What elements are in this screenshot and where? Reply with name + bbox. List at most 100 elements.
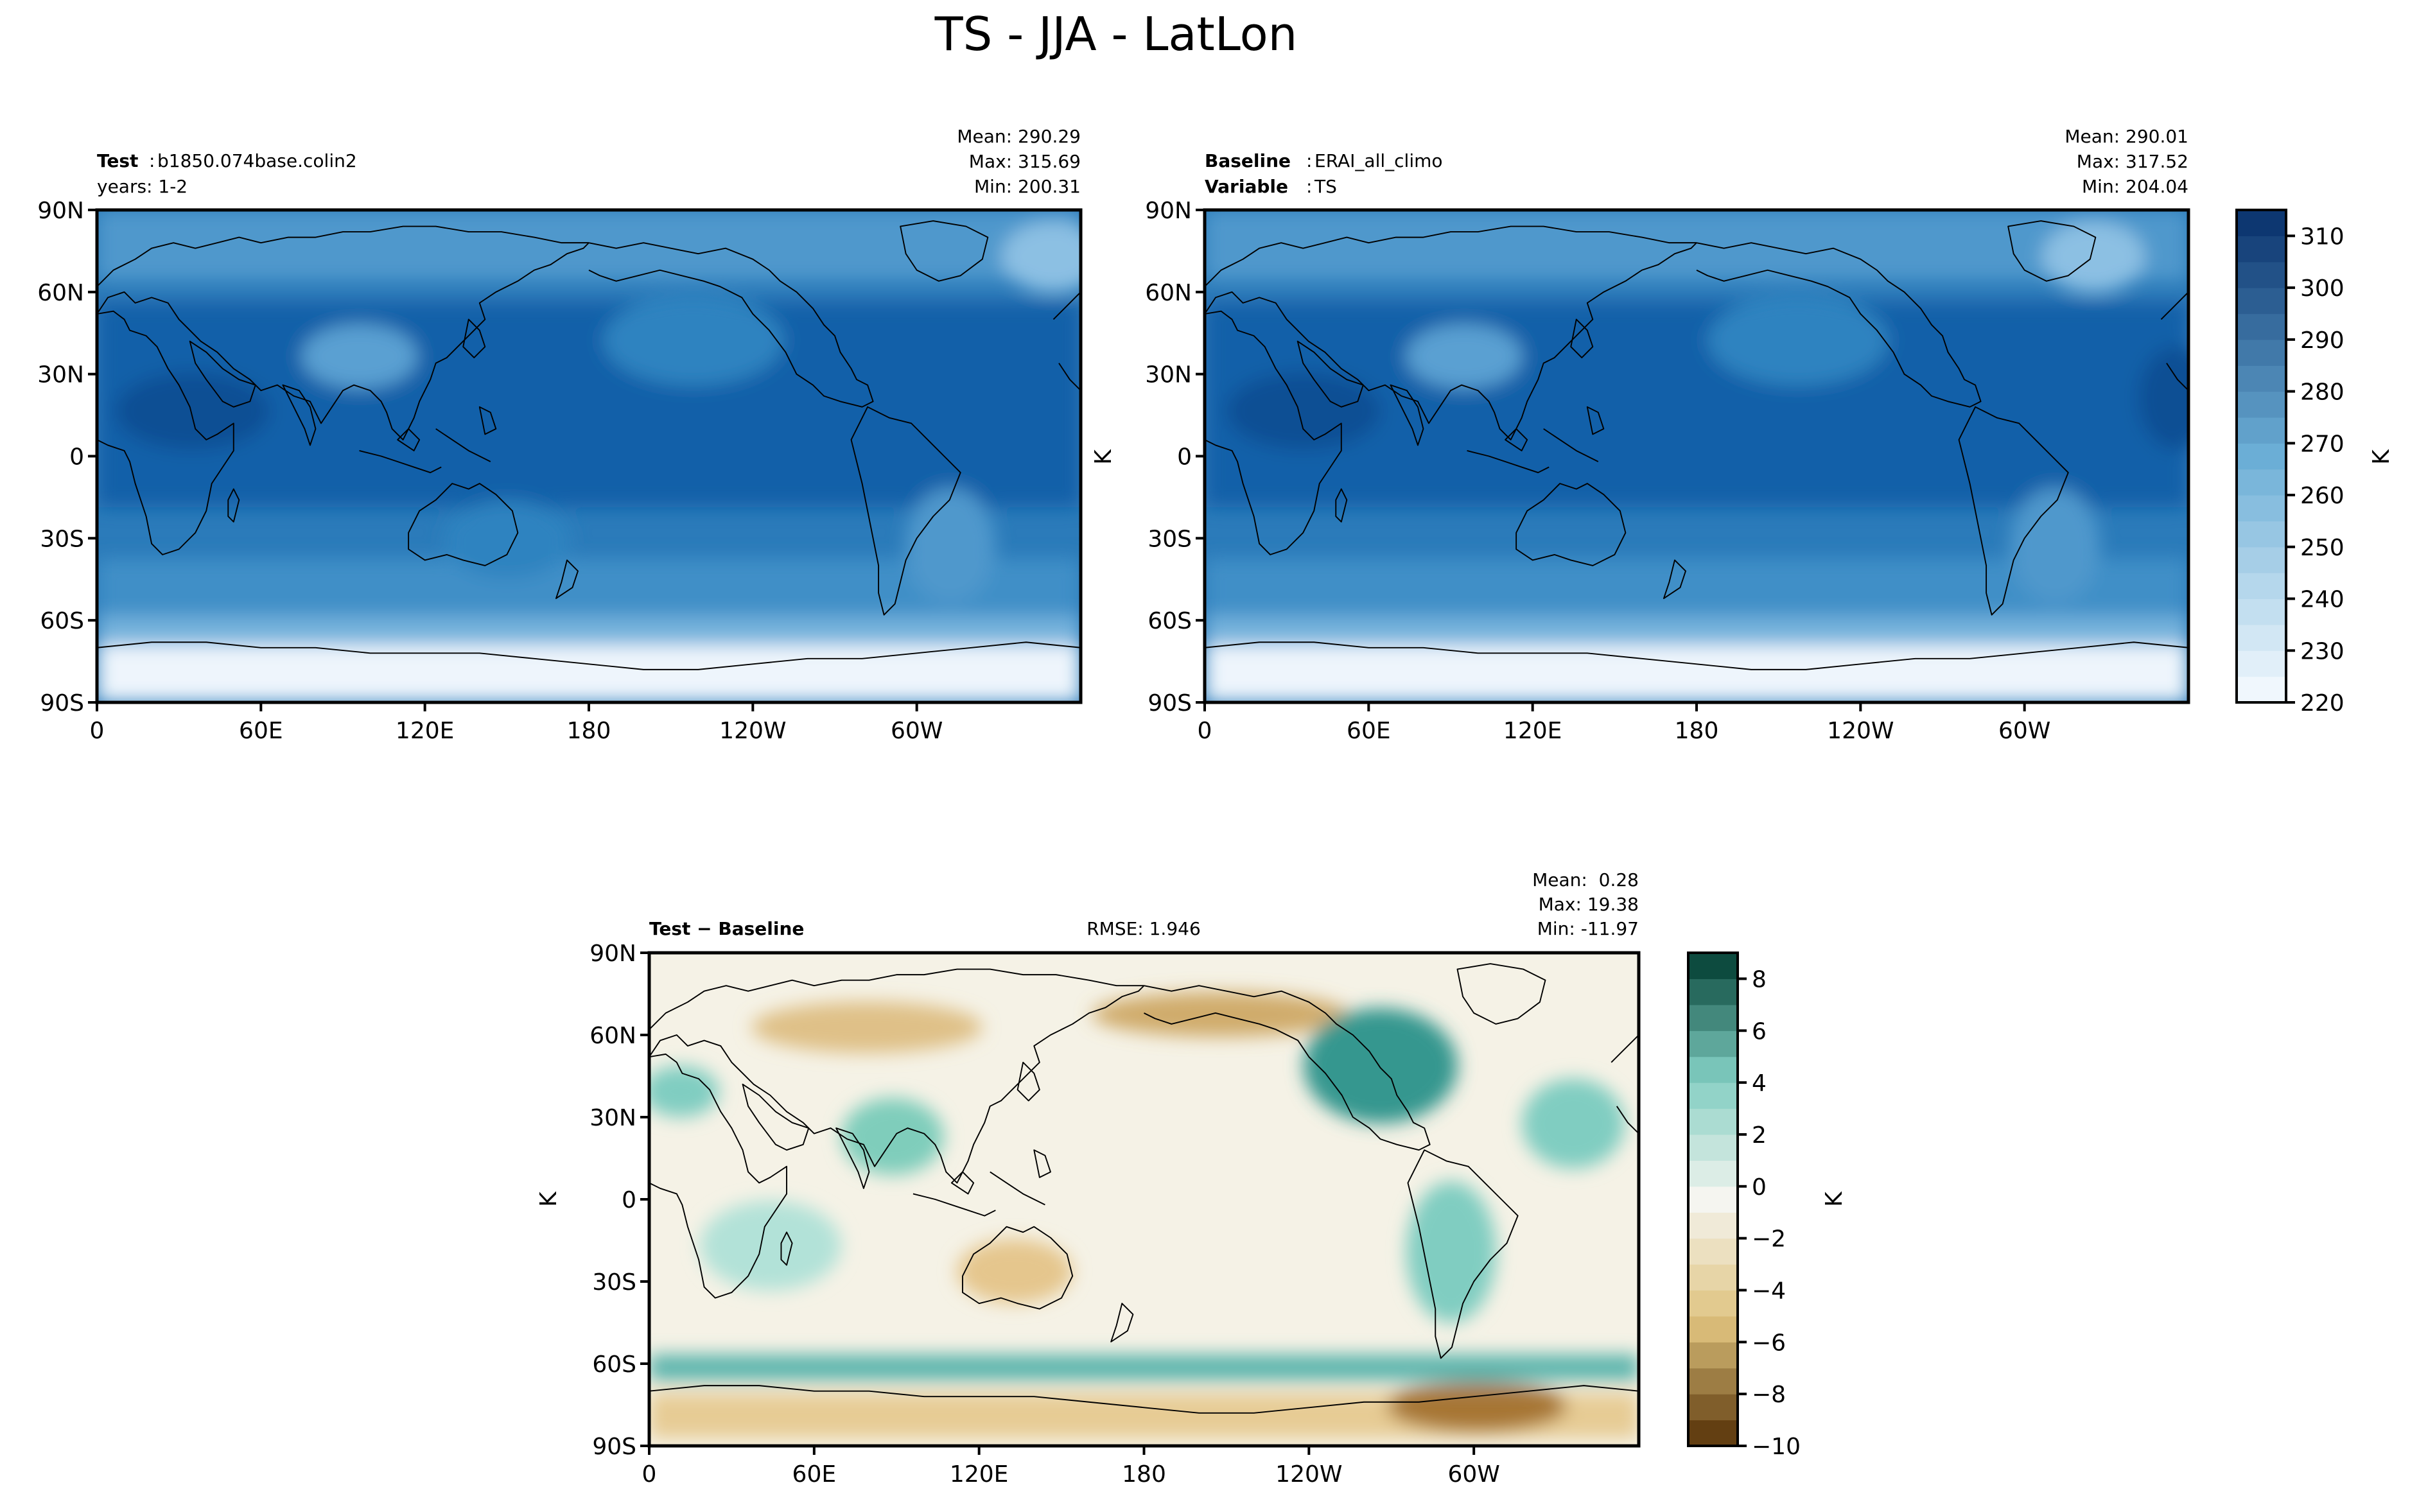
colorbar-swatch	[2237, 443, 2286, 470]
x-tick-label: 60W	[1998, 718, 2050, 744]
panel-baseline-key1: Baseline	[1205, 150, 1291, 171]
x-tick-label: 120E	[396, 718, 454, 744]
figure-title: TS - JJA - LatLon	[934, 7, 1298, 61]
colorbar-swatch	[2237, 261, 2286, 288]
panel-diff-title: Test − Baseline	[649, 918, 804, 939]
panel-baseline-sep1: :	[1306, 150, 1312, 171]
panel-test-yticks: 90N 60N 30N 0 30S 60S 90S	[37, 198, 97, 717]
colorbar-diff-label: K	[1821, 1191, 1847, 1207]
x-tick-label: 120W	[1827, 718, 1894, 744]
colorbar-ts-ticks: 310 300 290 280 270 260 250 240 230 220	[2286, 223, 2345, 717]
colorbar-swatch	[1688, 1186, 1738, 1213]
panel-diff-yticks: 90N 60N 30N 0 30S 60S 90S	[589, 941, 649, 1460]
x-tick-label: 120W	[1275, 1461, 1342, 1488]
x-tick-label: 120E	[950, 1461, 1008, 1488]
panel-baseline: Baseline : ERAI_all_climo Variable : TS …	[1090, 126, 2395, 744]
x-tick-label: 60E	[1347, 718, 1391, 744]
colorbar-swatch	[2237, 417, 2286, 444]
y-tick-label: 60N	[37, 280, 84, 306]
y-tick-label: 0	[622, 1187, 636, 1213]
colorbar-swatch	[2237, 210, 2286, 236]
panel-baseline-ylabel: K	[1090, 449, 1117, 465]
colorbar-diff-frame	[1687, 952, 1739, 1447]
panel-baseline-sep2: :	[1306, 176, 1312, 197]
panel-baseline-xticks: 0 60E 120E 180 120W 60W	[1198, 702, 2050, 744]
colorbar-ts-label: K	[2368, 449, 2395, 465]
panel-test-xticks: 0 60E 120E 180 120W 60W	[90, 702, 943, 744]
colorbar-swatch	[1688, 1134, 1738, 1161]
panel-diff-map	[649, 953, 1639, 1446]
colorbar-tick-label: −8	[1752, 1382, 1786, 1408]
colorbar-swatch	[2237, 676, 2286, 703]
colorbar-ts: 310 300 290 280 270 260 250 240 230 220 K	[2235, 209, 2395, 717]
colorbar-tick-label: 290	[2300, 327, 2345, 354]
panel-diff-min: Min: -11.97	[1537, 918, 1639, 939]
colorbar-tick-label: 6	[1752, 1018, 1767, 1045]
colorbar-swatch	[1688, 953, 1738, 980]
y-tick-label: 30S	[592, 1269, 636, 1296]
y-tick-label: 60N	[589, 1023, 636, 1049]
panel-baseline-yticks: 90N 60N 30N 0 30S 60S 90S	[1145, 198, 1205, 717]
x-tick-label: 180	[1122, 1461, 1166, 1488]
colorbar-tick-label: 0	[1752, 1174, 1767, 1201]
y-tick-label: 60S	[1148, 608, 1192, 634]
x-tick-label: 60E	[239, 718, 283, 744]
colorbar-swatch	[2237, 236, 2286, 263]
colorbar-swatch	[2237, 573, 2286, 600]
colorbar-tick-label: 280	[2300, 379, 2345, 406]
panel-test-sep: :	[149, 150, 155, 171]
y-tick-label: 30N	[589, 1105, 636, 1131]
colorbar-diff-swatches	[1688, 953, 1738, 1447]
panel-baseline-min: Min: 204.04	[2082, 176, 2188, 197]
colorbar-swatch	[2237, 598, 2286, 625]
x-tick-label: 60E	[792, 1461, 837, 1488]
y-tick-label: 30S	[40, 526, 84, 552]
panel-baseline-key2: Variable	[1205, 176, 1288, 197]
colorbar-swatch	[1688, 1082, 1738, 1109]
colorbar-swatch	[1688, 1238, 1738, 1265]
colorbar-swatch	[2237, 650, 2286, 677]
colorbar-tick-label: −4	[1752, 1278, 1786, 1304]
panel-baseline-val2: TS	[1314, 176, 1337, 197]
colorbar-tick-label: 250	[2300, 535, 2345, 561]
colorbar-swatch	[1688, 1212, 1738, 1239]
colorbar-tick-label: −6	[1752, 1330, 1786, 1356]
colorbar-swatch	[1688, 1342, 1738, 1369]
x-tick-label: 60W	[891, 718, 943, 744]
x-tick-label: 0	[90, 718, 105, 744]
colorbar-diff-ticks: 8 6 4 2 0 −2 −4 −6 −8 −10	[1738, 966, 1801, 1460]
colorbar-swatch	[1688, 978, 1738, 1005]
x-tick-label: 180	[1675, 718, 1719, 744]
y-tick-label: 90S	[1148, 690, 1192, 717]
x-tick-label: 180	[567, 718, 611, 744]
colorbar-swatch	[1688, 1420, 1738, 1447]
y-tick-label: 0	[1177, 444, 1192, 471]
y-tick-label: 90N	[37, 198, 84, 224]
colorbar-swatch	[2237, 546, 2286, 573]
panel-diff-max: Max: 19.38	[1539, 894, 1639, 915]
panel-diff-ylabel: K	[536, 1191, 562, 1207]
panel-diff-xticks: 0 60E 120E 180 120W 60W	[642, 1446, 1500, 1488]
colorbar-swatch	[1688, 1316, 1738, 1343]
colorbar-tick-label: 300	[2300, 275, 2345, 302]
colorbar-swatch	[2237, 391, 2286, 418]
panel-diff-mean: Mean: 0.28	[1532, 869, 1639, 891]
colorbar-tick-label: 260	[2300, 483, 2345, 509]
panel-test-max: Max: 315.69	[969, 151, 1081, 172]
panel-baseline-map	[1205, 210, 2188, 702]
colorbar-swatch	[1688, 1264, 1738, 1291]
x-tick-label: 0	[642, 1461, 657, 1488]
colorbar-ts-frame	[2235, 209, 2287, 704]
colorbar-swatch	[2237, 495, 2286, 522]
colorbar-tick-label: 8	[1752, 966, 1767, 993]
x-tick-label: 120W	[719, 718, 786, 744]
colorbar-swatch	[2237, 521, 2286, 548]
colorbar-swatch	[2237, 469, 2286, 496]
panel-test-years: years: 1-2	[97, 176, 188, 197]
panel-test-mean: Mean: 290.29	[957, 126, 1081, 147]
panel-test-map	[97, 210, 1081, 702]
colorbar-tick-label: 310	[2300, 223, 2345, 250]
colorbar-tick-label: 270	[2300, 431, 2345, 457]
colorbar-tick-label: −10	[1752, 1434, 1801, 1460]
